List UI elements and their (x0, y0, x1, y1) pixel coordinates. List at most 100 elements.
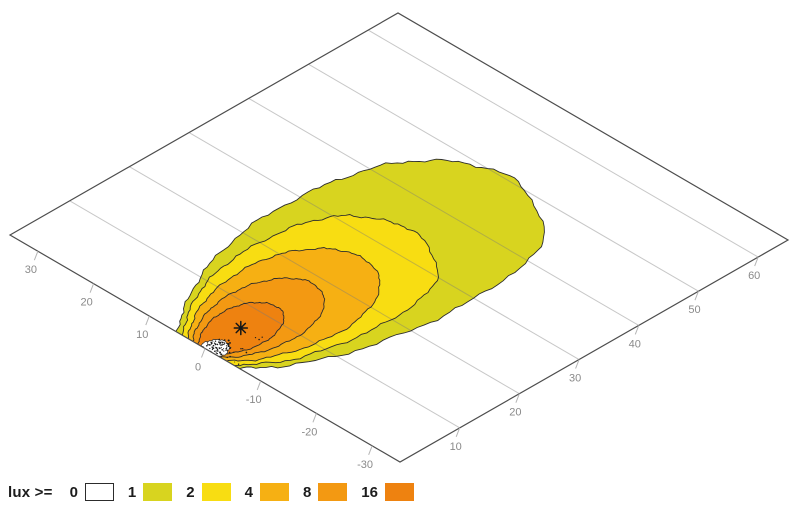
stipple-dot (223, 344, 225, 346)
stipple-dot (219, 341, 222, 344)
stipple-dot (221, 348, 224, 351)
stipple-dot (221, 356, 223, 358)
stipple-dot (221, 341, 223, 343)
legend-value: 8 (302, 483, 312, 501)
stipple-dot (216, 343, 219, 346)
legend-swatch (318, 483, 348, 501)
stipple-dot (223, 350, 225, 352)
stipple-dot (215, 350, 217, 352)
stipple-dot (211, 356, 213, 358)
stipple-dot (234, 361, 236, 363)
tick-mark (575, 359, 580, 369)
legend-swatch (143, 483, 173, 501)
grid-line (129, 166, 520, 395)
stipple-dot (219, 344, 221, 346)
tick-mark (455, 427, 461, 438)
legend-value: 4 (244, 483, 253, 501)
stipple-dot (220, 347, 222, 349)
stipple-dot (205, 357, 207, 359)
legend-value: 0 (69, 483, 78, 501)
stipple-dot (227, 339, 230, 342)
stipple-dot (224, 342, 226, 344)
stipple-dot (217, 357, 219, 359)
stipple-dot (258, 338, 260, 341)
tick-label: 30 (25, 264, 37, 276)
contour-outline-1 (174, 158, 545, 371)
stipple-dot (219, 351, 221, 353)
stipple-dot (223, 341, 225, 344)
stipple-dot (208, 344, 211, 346)
stipple-dot (216, 352, 218, 355)
tick-mark (515, 393, 520, 403)
tick-label: 20 (509, 407, 521, 419)
tick-label: 50 (688, 304, 700, 316)
grid-line (308, 63, 699, 292)
contour-outline-4 (187, 247, 381, 363)
tick-mark (145, 315, 150, 326)
stipple-dot (206, 350, 208, 353)
tick-mark (312, 413, 317, 423)
stipple-dot (218, 347, 220, 349)
legend: lux >= 0 1 2 4 8 16 (8, 480, 414, 504)
stipple-dot (217, 348, 219, 350)
tick-mark (368, 445, 373, 455)
stipple-dot (215, 346, 218, 349)
stipple-dot (220, 361, 222, 364)
stipple-dot (229, 347, 231, 349)
tick-label: 20 (80, 297, 92, 309)
stipple-dot (198, 353, 200, 356)
grid-line (69, 200, 460, 429)
tick-label: 40 (629, 338, 641, 350)
stipple-dot (211, 346, 213, 348)
stipple-dot (245, 351, 248, 354)
stipple-dot (199, 350, 201, 352)
stipple-dot (203, 355, 206, 358)
stipple-dot (209, 354, 211, 356)
tick-label: -30 (357, 459, 373, 470)
tick-label: 10 (450, 441, 462, 453)
tick-mark (256, 380, 262, 391)
stipple-dot (207, 352, 210, 354)
stipple-dot (208, 353, 210, 355)
stipple-dot (198, 352, 201, 355)
stipple-dot (206, 342, 209, 344)
stipple-dot (209, 347, 211, 350)
legend-title: lux >= (8, 483, 53, 501)
stipple-dot (222, 364, 225, 367)
stipple-dot (212, 340, 214, 342)
stipple-dot (199, 349, 201, 352)
tick-label: 30 (569, 373, 581, 385)
stipple-dot (206, 356, 209, 358)
contour-outline-2 (181, 214, 439, 367)
stipple-dot (226, 356, 228, 359)
axis-ticks: 30 20 10 0 -10 -20 -30 10 20 30 40 50 60 (25, 251, 760, 470)
stipple-dot (215, 352, 217, 354)
stipple-dot (199, 353, 202, 356)
stipple-dot (240, 347, 242, 350)
stipple-dot (229, 355, 231, 358)
stipple-dot (207, 352, 210, 354)
tick-mark (201, 348, 206, 358)
stipple-dot (216, 350, 219, 352)
stipple-dot (233, 351, 235, 353)
stipple-dot (213, 348, 215, 349)
marker-ray (235, 322, 247, 334)
stipple-dot (254, 336, 257, 339)
stipple-dot (210, 341, 213, 344)
tick-label: 10 (136, 329, 148, 341)
stipple-dot (214, 350, 216, 353)
stipple-dot (213, 357, 216, 359)
legend-swatch (84, 483, 114, 501)
grid-line (248, 97, 640, 326)
tick-mark (89, 283, 95, 293)
stipple-dot (221, 363, 223, 365)
tick-mark (694, 291, 699, 301)
tick-mark (33, 251, 39, 261)
contour-outline-8 (192, 277, 326, 358)
stipple-dot (226, 349, 229, 352)
stipple-dot (222, 365, 225, 368)
stipple-dot (225, 347, 228, 350)
stipple-dot (220, 353, 223, 356)
stipple-dot (261, 336, 263, 338)
